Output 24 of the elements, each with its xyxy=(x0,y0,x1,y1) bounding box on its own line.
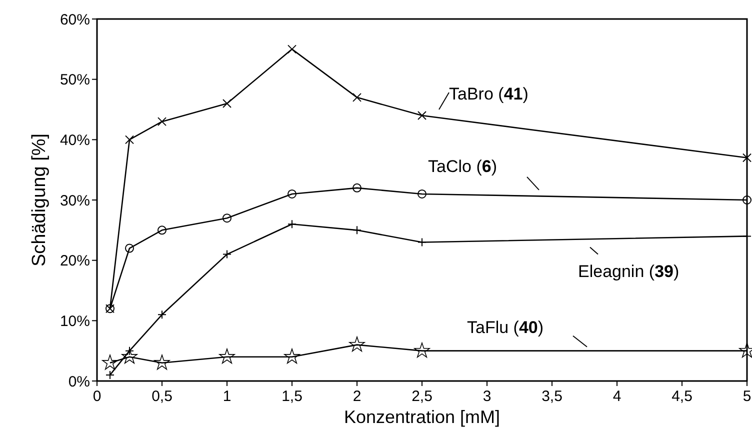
series-label: Eleagnin (39) xyxy=(578,262,680,282)
x-axis-title: Konzentration [mM] xyxy=(344,407,500,427)
x-tick-label: 4,5 xyxy=(672,388,692,405)
y-tick-label: 0% xyxy=(68,373,90,390)
y-tick-label: 10% xyxy=(60,312,90,330)
x-tick-label: 2 xyxy=(352,388,362,405)
y-axis-title: Schädigung [%] xyxy=(29,133,50,267)
x-tick-label: 1 xyxy=(222,388,232,405)
y-tick-label: 50% xyxy=(60,72,90,89)
x-tick-label: 2,5 xyxy=(412,388,432,405)
series-label: TaFlu (40) xyxy=(467,318,544,337)
series-label: TaClo (6) xyxy=(428,156,497,176)
x-tick-label: 3 xyxy=(482,388,492,405)
x-tick-label: 4 xyxy=(612,388,622,405)
y-tick-label: 60% xyxy=(60,11,90,28)
x-tick-label: 5 xyxy=(742,388,752,405)
y-tick-label: 30% xyxy=(60,192,90,210)
x-tick-label: 0,5 xyxy=(152,388,172,405)
x-tick-label: 0 xyxy=(92,388,102,405)
x-tick-label: 3,5 xyxy=(542,388,562,405)
x-tick-label: 1,5 xyxy=(282,388,302,405)
y-tick-label: 20% xyxy=(60,252,90,270)
y-tick-label: 40% xyxy=(60,132,90,149)
legend-label: TaBro (41) xyxy=(449,84,528,104)
